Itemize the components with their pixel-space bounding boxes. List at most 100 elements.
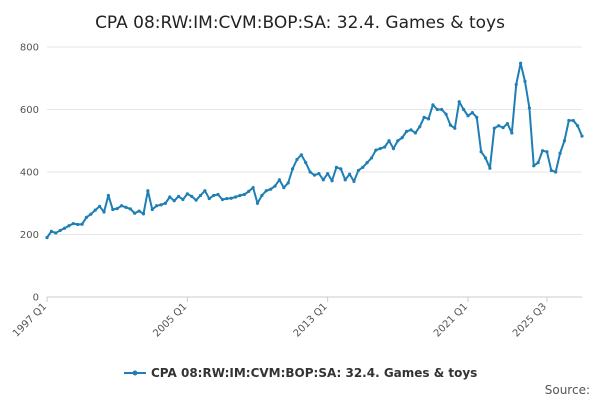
data-point[interactable] xyxy=(501,126,505,130)
data-point[interactable] xyxy=(470,111,474,115)
data-point[interactable] xyxy=(339,167,343,171)
data-point[interactable] xyxy=(334,165,339,169)
data-point[interactable] xyxy=(571,118,575,123)
data-point[interactable] xyxy=(67,224,71,228)
data-point[interactable] xyxy=(255,201,260,205)
data-point[interactable] xyxy=(343,178,347,182)
data-point[interactable] xyxy=(93,208,97,212)
data-point[interactable] xyxy=(264,189,268,193)
data-point[interactable] xyxy=(536,161,540,165)
data-point[interactable] xyxy=(326,171,330,176)
data-point[interactable] xyxy=(562,139,567,143)
data-point[interactable] xyxy=(580,134,584,138)
data-point[interactable] xyxy=(212,193,216,198)
data-point[interactable] xyxy=(102,210,106,214)
data-point[interactable] xyxy=(150,207,154,212)
data-point[interactable] xyxy=(49,229,53,233)
data-point[interactable] xyxy=(98,204,102,208)
data-point[interactable] xyxy=(356,168,360,173)
data-point[interactable] xyxy=(549,168,553,173)
data-point[interactable] xyxy=(172,199,176,203)
data-point[interactable] xyxy=(198,193,203,198)
data-point[interactable] xyxy=(527,106,531,110)
data-point[interactable] xyxy=(299,153,303,157)
data-point[interactable] xyxy=(62,226,67,230)
data-point[interactable] xyxy=(58,228,62,233)
data-point[interactable] xyxy=(124,205,128,209)
data-point[interactable] xyxy=(440,107,444,112)
data-point[interactable] xyxy=(133,211,137,215)
data-point[interactable] xyxy=(194,198,198,202)
data-point[interactable] xyxy=(492,126,496,130)
data-point[interactable] xyxy=(176,194,181,198)
data-point[interactable] xyxy=(519,61,523,65)
data-point[interactable] xyxy=(115,206,119,211)
data-point[interactable] xyxy=(448,123,453,127)
data-point[interactable] xyxy=(461,107,466,112)
data-point[interactable] xyxy=(317,171,321,176)
data-point[interactable] xyxy=(220,197,225,202)
data-point[interactable] xyxy=(163,201,168,205)
data-point[interactable] xyxy=(155,204,159,208)
data-point[interactable] xyxy=(321,178,325,182)
data-point[interactable] xyxy=(203,189,207,193)
data-point[interactable] xyxy=(510,131,514,135)
data-point[interactable] xyxy=(181,197,185,202)
data-point[interactable] xyxy=(76,222,80,227)
data-point[interactable] xyxy=(369,156,374,160)
data-point[interactable] xyxy=(374,148,378,152)
data-point[interactable] xyxy=(435,107,439,112)
data-point[interactable] xyxy=(545,150,549,154)
legend[interactable]: CPA 08:RW:IM:CVM:BOP:SA: 32.4. Games & t… xyxy=(124,366,477,380)
data-point[interactable] xyxy=(488,166,492,170)
data-point[interactable] xyxy=(54,231,58,235)
data-point[interactable] xyxy=(282,186,286,190)
data-point[interactable] xyxy=(418,125,422,129)
data-point[interactable] xyxy=(409,128,413,132)
data-point[interactable] xyxy=(111,207,115,212)
data-point[interactable] xyxy=(304,161,308,165)
data-point[interactable] xyxy=(260,193,264,198)
data-point[interactable] xyxy=(387,139,391,143)
data-point[interactable] xyxy=(567,118,571,123)
data-point[interactable] xyxy=(71,221,75,226)
data-point[interactable] xyxy=(523,79,527,83)
data-point[interactable] xyxy=(400,136,404,140)
data-point[interactable] xyxy=(554,170,558,174)
data-point[interactable] xyxy=(106,193,110,198)
data-point[interactable] xyxy=(404,129,409,133)
data-point[interactable] xyxy=(457,100,461,104)
data-point[interactable] xyxy=(146,189,150,193)
data-point[interactable] xyxy=(137,209,141,213)
data-point[interactable] xyxy=(514,82,518,87)
data-point[interactable] xyxy=(391,146,396,151)
data-point[interactable] xyxy=(483,156,488,160)
data-point[interactable] xyxy=(190,194,194,198)
data-point[interactable] xyxy=(540,149,545,153)
data-point[interactable] xyxy=(347,172,352,176)
data-point[interactable] xyxy=(45,236,49,240)
data-point[interactable] xyxy=(413,131,417,135)
data-point[interactable] xyxy=(378,146,382,151)
data-point[interactable] xyxy=(251,186,255,190)
data-point[interactable] xyxy=(269,187,273,191)
data-point[interactable] xyxy=(295,157,299,162)
data-point[interactable] xyxy=(466,114,470,118)
data-point[interactable] xyxy=(80,222,84,226)
data-point[interactable] xyxy=(141,212,146,216)
data-point[interactable] xyxy=(330,179,334,183)
data-point[interactable] xyxy=(225,196,229,201)
data-point[interactable] xyxy=(277,178,282,182)
data-point[interactable] xyxy=(479,150,483,154)
data-point[interactable] xyxy=(532,164,536,168)
data-point[interactable] xyxy=(119,204,124,208)
data-point[interactable] xyxy=(396,139,400,143)
data-point[interactable] xyxy=(273,184,277,188)
data-point[interactable] xyxy=(233,195,238,199)
data-point[interactable] xyxy=(89,212,93,216)
source-label[interactable]: Source: xyxy=(545,383,590,397)
data-point[interactable] xyxy=(558,151,562,155)
data-point[interactable] xyxy=(84,215,89,219)
data-point[interactable] xyxy=(242,192,246,197)
data-point[interactable] xyxy=(229,196,233,200)
